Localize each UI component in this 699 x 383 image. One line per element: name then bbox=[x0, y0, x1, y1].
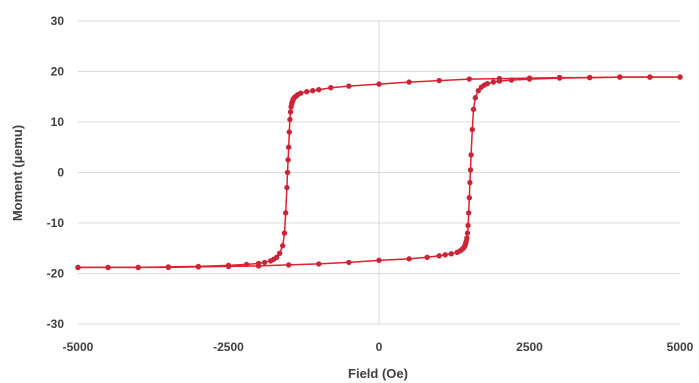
data-point bbox=[556, 75, 563, 81]
data-point bbox=[310, 87, 316, 94]
data-point bbox=[75, 264, 81, 271]
data-point bbox=[508, 77, 515, 83]
data-point bbox=[285, 157, 291, 163]
data-point bbox=[316, 86, 322, 93]
data-point bbox=[346, 83, 352, 89]
data-point bbox=[586, 74, 593, 81]
tick-layer: 30 20 10 0 -10 -20 -30 -5000 -2500 0 2500 5000 bbox=[47, 14, 694, 354]
y-axis-title: Moment (µemu) bbox=[10, 125, 25, 221]
data-point bbox=[617, 74, 623, 80]
data-point bbox=[677, 74, 683, 80]
y-tick-label: -30 bbox=[47, 317, 65, 331]
data-point bbox=[279, 243, 286, 249]
data-point bbox=[135, 264, 141, 271]
data-point bbox=[328, 84, 334, 91]
data-point bbox=[490, 79, 497, 85]
x-tick-label: -2500 bbox=[213, 340, 244, 354]
data-point bbox=[464, 230, 471, 236]
y-tick-label: 30 bbox=[51, 14, 65, 28]
data-point bbox=[526, 76, 533, 82]
data-point bbox=[467, 167, 474, 173]
data-point bbox=[304, 88, 310, 95]
y-tick-label: 10 bbox=[51, 115, 65, 129]
data-point bbox=[225, 263, 232, 270]
data-point bbox=[286, 144, 292, 150]
data-point bbox=[298, 90, 304, 96]
data-point bbox=[287, 116, 293, 123]
data-point bbox=[478, 84, 485, 90]
data-point bbox=[376, 81, 382, 87]
data-point bbox=[406, 79, 412, 85]
data-point bbox=[466, 195, 472, 201]
data-point bbox=[470, 106, 477, 113]
data-point bbox=[496, 78, 503, 84]
data-point bbox=[261, 259, 268, 266]
data-point bbox=[468, 152, 474, 158]
data-point bbox=[255, 263, 262, 269]
data-point bbox=[466, 76, 472, 82]
data-point bbox=[284, 169, 291, 176]
series-branch bbox=[75, 74, 683, 271]
data-point bbox=[276, 250, 283, 257]
data-point bbox=[442, 252, 448, 258]
x-tick-label: -5000 bbox=[63, 340, 94, 354]
data-point bbox=[475, 87, 482, 94]
data-point bbox=[469, 126, 476, 133]
data-point bbox=[281, 230, 288, 236]
data-point bbox=[436, 253, 442, 259]
data-point bbox=[467, 179, 473, 186]
data-point bbox=[465, 222, 471, 229]
x-tick-label: 5000 bbox=[667, 340, 694, 354]
y-tick-label: -20 bbox=[47, 267, 65, 281]
x-tick-label: 0 bbox=[376, 340, 383, 354]
data-point bbox=[316, 261, 322, 267]
x-axis-title: Field (Oe) bbox=[348, 366, 408, 381]
data-point bbox=[376, 257, 382, 264]
series-layer bbox=[75, 74, 683, 271]
data-point bbox=[165, 264, 172, 271]
data-point bbox=[436, 77, 442, 84]
data-point bbox=[286, 129, 293, 135]
data-point bbox=[472, 95, 479, 101]
data-point bbox=[284, 184, 290, 191]
data-point bbox=[406, 256, 412, 262]
data-point bbox=[286, 262, 292, 268]
data-point bbox=[287, 109, 294, 115]
data-point bbox=[195, 264, 202, 270]
data-point bbox=[346, 259, 352, 266]
data-point bbox=[465, 210, 472, 216]
y-tick-label: 0 bbox=[57, 166, 64, 180]
data-point bbox=[647, 74, 653, 80]
data-point bbox=[424, 254, 430, 261]
x-tick-label: 2500 bbox=[516, 340, 543, 354]
data-point bbox=[273, 254, 280, 261]
data-point bbox=[105, 264, 111, 271]
data-point bbox=[282, 210, 289, 216]
y-tick-label: -10 bbox=[47, 216, 65, 230]
y-tick-label: 20 bbox=[51, 65, 65, 79]
data-point bbox=[448, 251, 454, 257]
data-point bbox=[454, 249, 460, 255]
